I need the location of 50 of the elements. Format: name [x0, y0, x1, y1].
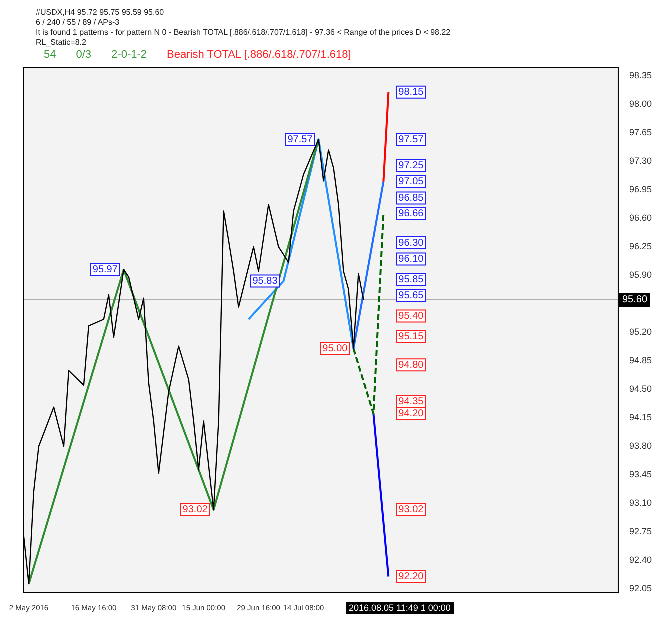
annotation: 96.10	[398, 254, 424, 266]
text: Bearish TOTAL [.886/.618/.707/1.618]	[167, 48, 352, 63]
text: It is found 1 patterns - for pattern N 0 - Bearish TOTAL [.886/.618/.707/1.618] - 97.36 < Range of the prices D < 98.22	[36, 28, 451, 38]
annotation: 94.80	[398, 360, 424, 371]
annotation: 94.20	[398, 408, 424, 420]
annotation: 95.40	[398, 311, 424, 322]
y-tick-label: 94.15	[629, 412, 652, 422]
annotation: 96.85	[398, 192, 424, 204]
text: 2-0-1-2	[112, 48, 148, 63]
text: RL_Static=8.2	[36, 38, 88, 48]
annotation: 93.02	[398, 504, 424, 516]
annotation: 97.05	[398, 176, 424, 188]
y-tick-label: 95.90	[629, 270, 652, 280]
y-tick-label: 94.85	[629, 356, 652, 366]
y-tick-label: 94.50	[629, 384, 652, 394]
y-tick-label: 92.75	[629, 526, 652, 536]
text: 0/3	[76, 48, 92, 63]
text: 2016.08.05 11:49 1 00:00	[346, 602, 454, 614]
annotation: 95.00	[322, 344, 348, 355]
annotation: 94.35	[398, 396, 424, 408]
annotation: 95.15	[398, 331, 424, 342]
annotation: 95.65	[398, 290, 424, 302]
text: 54	[44, 48, 56, 63]
y-tick-label: 96.95	[629, 184, 652, 195]
y-tick-label: 97.65	[629, 128, 652, 138]
y-tick-label: 96.25	[629, 242, 652, 252]
annotation: 95.97	[92, 264, 118, 276]
annotation: 93.02	[182, 504, 208, 516]
annotation: 95.83	[252, 276, 278, 288]
y-tick-label: 96.60	[629, 213, 652, 224]
y-tick-label: 97.30	[629, 156, 652, 166]
ref-line-label: 95.60	[622, 294, 648, 306]
annotation: 92.20	[398, 571, 424, 582]
y-tick-label: 95.20	[629, 327, 652, 338]
annotation: 98.15	[398, 87, 424, 98]
y-tick-label: 93.45	[629, 469, 652, 480]
y-tick-label: 92.05	[629, 583, 652, 594]
y-tick-label: 93.10	[629, 498, 652, 508]
annotation: 97.57	[288, 134, 314, 146]
annotation: 95.85	[398, 274, 424, 286]
y-tick-label: 98.35	[629, 70, 652, 81]
chart-subtitle: 6 / 240 / 55 / 89 / APs-3	[36, 18, 121, 28]
chart-title: #USDX,H4 95.72 95.75 95.59 95.60	[36, 8, 166, 18]
y-tick-label: 93.80	[629, 440, 652, 451]
y-tick-label: 92.40	[629, 554, 652, 565]
annotation: 96.30	[398, 238, 424, 249]
y-tick-label: 98.00	[629, 99, 652, 110]
annotation: 97.25	[398, 160, 424, 172]
annotation: 97.57	[398, 134, 424, 146]
annotation: 96.66	[398, 208, 424, 220]
